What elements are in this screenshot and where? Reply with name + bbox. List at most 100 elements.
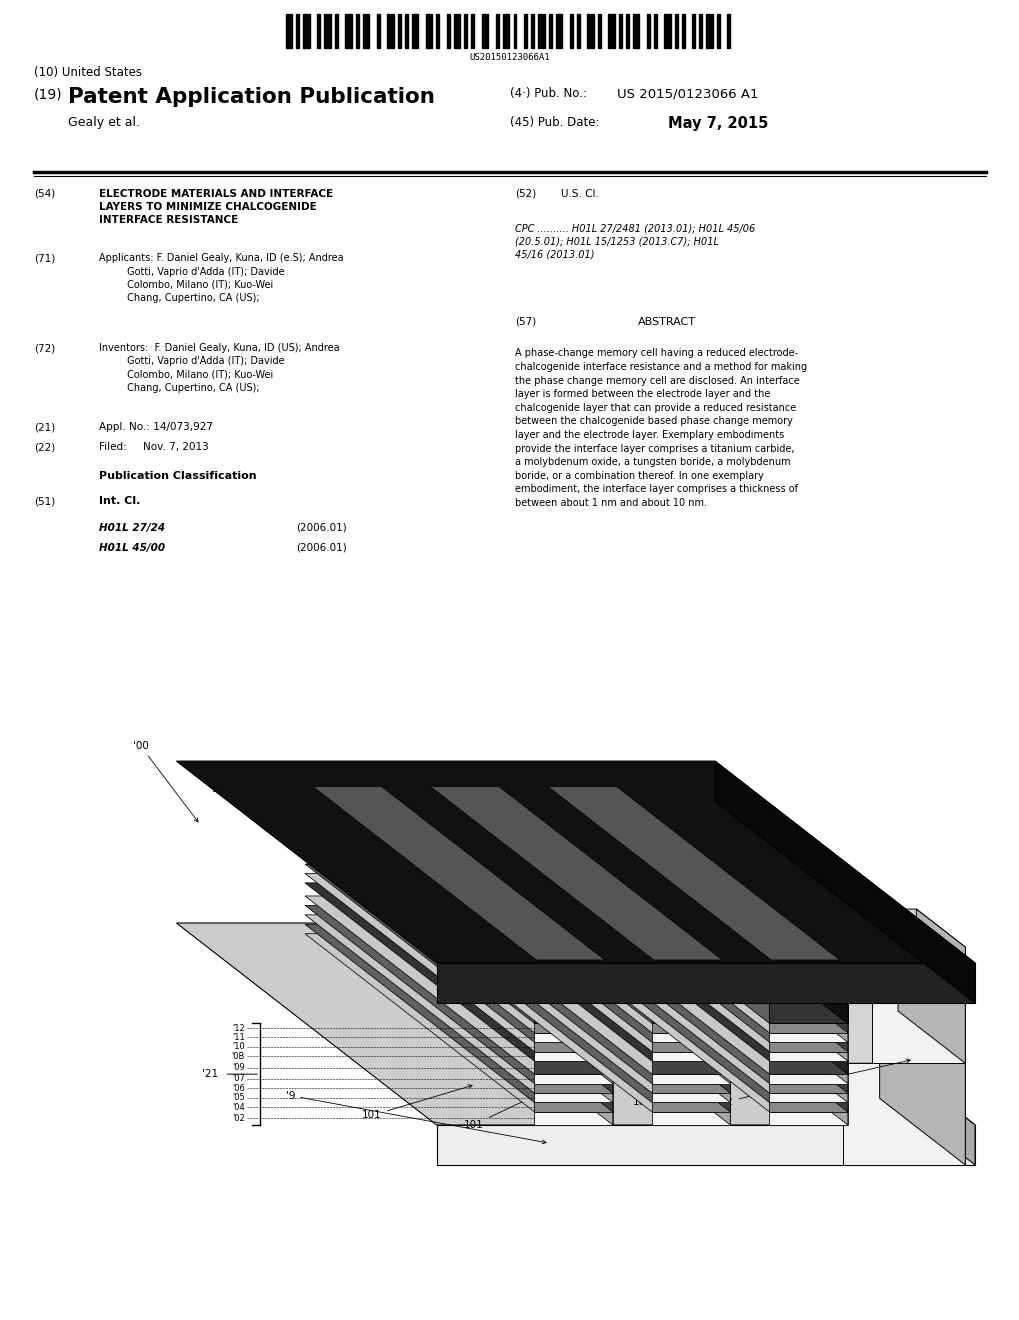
- Polygon shape: [534, 1052, 612, 1061]
- Bar: [548, 15, 551, 49]
- Text: '06: '06: [231, 1084, 245, 1093]
- Polygon shape: [383, 906, 612, 1093]
- Text: 102: 102: [713, 1059, 909, 1107]
- Bar: [667, 15, 671, 49]
- Bar: [412, 15, 415, 49]
- Text: '02: '02: [232, 1114, 245, 1123]
- Polygon shape: [534, 1043, 612, 1052]
- Polygon shape: [436, 964, 974, 1003]
- Polygon shape: [539, 915, 847, 1093]
- Text: '13: '13: [692, 795, 708, 869]
- Text: U.S. Cl.: U.S. Cl.: [560, 189, 598, 199]
- Bar: [344, 15, 347, 49]
- Text: A phase-change memory cell having a reduced electrode-
chalcogenide interface re: A phase-change memory cell having a redu…: [515, 348, 806, 508]
- Polygon shape: [539, 825, 847, 1003]
- Polygon shape: [430, 787, 721, 960]
- Text: (2006.01): (2006.01): [296, 543, 346, 553]
- Polygon shape: [547, 787, 839, 960]
- Polygon shape: [539, 854, 847, 1032]
- Bar: [663, 15, 666, 49]
- Polygon shape: [422, 845, 730, 1023]
- Polygon shape: [422, 883, 730, 1061]
- Bar: [597, 15, 600, 49]
- Polygon shape: [714, 762, 974, 1003]
- Text: H01L 27/24: H01L 27/24: [99, 523, 165, 533]
- Text: May 7, 2015: May 7, 2015: [667, 116, 767, 131]
- Polygon shape: [383, 874, 612, 1061]
- Polygon shape: [383, 924, 612, 1111]
- Polygon shape: [383, 883, 612, 1074]
- Bar: [727, 15, 730, 49]
- Text: (57): (57): [515, 317, 536, 327]
- Polygon shape: [500, 915, 730, 1102]
- Polygon shape: [618, 845, 847, 1032]
- Polygon shape: [768, 1111, 847, 1125]
- Polygon shape: [768, 1003, 847, 1023]
- Text: (19): (19): [34, 87, 62, 102]
- Polygon shape: [618, 924, 847, 1111]
- Polygon shape: [768, 1032, 847, 1043]
- Text: (22): (22): [34, 442, 55, 453]
- Bar: [555, 15, 558, 49]
- Polygon shape: [651, 1093, 730, 1102]
- Bar: [307, 15, 310, 49]
- Polygon shape: [768, 1102, 847, 1111]
- Text: '04: '04: [232, 1102, 245, 1111]
- Text: '13: '13: [458, 795, 473, 869]
- Polygon shape: [500, 924, 730, 1111]
- Bar: [446, 15, 449, 49]
- Polygon shape: [422, 906, 730, 1084]
- Bar: [646, 15, 649, 49]
- Bar: [611, 15, 614, 49]
- Polygon shape: [618, 883, 847, 1074]
- Polygon shape: [305, 883, 612, 1061]
- Polygon shape: [651, 1023, 730, 1032]
- Bar: [363, 15, 366, 49]
- Polygon shape: [651, 1074, 730, 1084]
- Polygon shape: [539, 883, 847, 1061]
- Bar: [356, 15, 359, 49]
- Text: Appl. No.: 14/073,927: Appl. No.: 14/073,927: [99, 422, 213, 433]
- Polygon shape: [539, 874, 847, 1052]
- Bar: [531, 15, 534, 49]
- Text: H01L 45/00: H01L 45/00: [99, 543, 165, 553]
- Bar: [464, 15, 467, 49]
- Text: (72): (72): [34, 343, 55, 354]
- Polygon shape: [422, 865, 730, 1043]
- Bar: [569, 15, 572, 49]
- Polygon shape: [756, 997, 964, 1064]
- Polygon shape: [305, 915, 612, 1093]
- Polygon shape: [539, 933, 847, 1111]
- Bar: [387, 15, 390, 49]
- Bar: [296, 15, 299, 49]
- Polygon shape: [618, 933, 847, 1125]
- Polygon shape: [176, 762, 974, 964]
- Bar: [482, 15, 484, 49]
- Polygon shape: [422, 874, 730, 1052]
- Polygon shape: [618, 825, 847, 1023]
- Bar: [681, 15, 684, 49]
- Polygon shape: [422, 854, 730, 1032]
- Text: '11: '11: [575, 795, 591, 869]
- Text: Filed:     Nov. 7, 2013: Filed: Nov. 7, 2013: [99, 442, 209, 453]
- Bar: [285, 15, 288, 49]
- Text: '10: '10: [232, 1043, 245, 1052]
- Polygon shape: [651, 1111, 730, 1125]
- Polygon shape: [534, 1093, 612, 1102]
- Text: '12: '12: [232, 1023, 245, 1032]
- Text: (45) Pub. Date:: (45) Pub. Date:: [510, 116, 599, 129]
- Bar: [324, 15, 327, 49]
- Bar: [558, 15, 561, 49]
- Polygon shape: [618, 854, 847, 1043]
- Polygon shape: [305, 924, 612, 1102]
- Bar: [709, 15, 712, 49]
- Text: Publication Classification: Publication Classification: [99, 471, 257, 482]
- Polygon shape: [534, 1003, 612, 1023]
- Text: ELECTRODE MATERIALS AND INTERFACE
LAYERS TO MINIMIZE CHALCOGENIDE
INTERFACE RESI: ELECTRODE MATERIALS AND INTERFACE LAYERS…: [99, 189, 333, 226]
- Polygon shape: [534, 1074, 612, 1084]
- Polygon shape: [500, 854, 730, 1043]
- Polygon shape: [915, 909, 964, 998]
- Polygon shape: [618, 906, 847, 1093]
- Polygon shape: [500, 883, 730, 1074]
- Polygon shape: [534, 1061, 612, 1074]
